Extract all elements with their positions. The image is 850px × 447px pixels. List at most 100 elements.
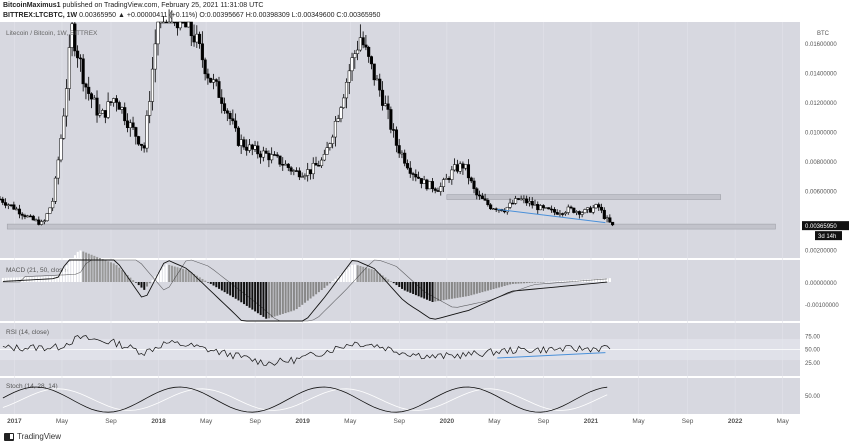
macd-bar	[553, 281, 556, 282]
candle-body	[0, 198, 2, 201]
candle-body	[286, 163, 290, 168]
candle-body	[295, 170, 299, 172]
macd-bar	[198, 277, 201, 282]
macd-bar	[450, 282, 453, 299]
macd-bar	[123, 272, 126, 282]
macd-bar	[298, 282, 301, 307]
candle-body	[569, 206, 573, 209]
candle-body	[101, 110, 105, 114]
macd-bar	[226, 282, 229, 294]
macd-bar	[403, 282, 406, 291]
candle-body	[522, 198, 526, 201]
macd-tick-label: -0.00100000	[805, 303, 839, 309]
x-tick-label: May	[632, 418, 645, 425]
countdown-tag	[815, 231, 842, 241]
macd-bar	[378, 273, 381, 282]
macd-bar	[107, 261, 110, 282]
macd-bar	[381, 275, 384, 282]
candle-body	[28, 215, 33, 218]
macd-bar	[417, 282, 420, 297]
candle-body	[117, 102, 121, 110]
candle-body	[15, 208, 19, 211]
candle-body	[380, 89, 385, 106]
macd-bar	[15, 277, 18, 282]
candle-body	[89, 93, 94, 100]
macd-bar	[82, 251, 85, 282]
x-tick-label: Sep	[682, 418, 694, 425]
macd-bar	[98, 258, 101, 282]
candle-body	[358, 37, 362, 51]
macd-bar	[215, 282, 218, 288]
candle-body	[372, 63, 376, 81]
candle-body	[198, 33, 202, 44]
candle-body	[87, 86, 91, 94]
candle-body	[3, 202, 8, 206]
x-tick-label: 2019	[295, 418, 310, 425]
candle-body	[103, 110, 107, 118]
macd-bar	[146, 282, 149, 287]
macd-bar	[71, 258, 74, 282]
macd-bar	[567, 280, 570, 282]
candle-body	[480, 195, 484, 199]
candle-body	[342, 97, 346, 108]
macd-bar	[292, 282, 295, 311]
macd-bar	[254, 282, 257, 312]
macd-bar	[10, 277, 13, 282]
rsi-line	[2, 335, 611, 366]
x-tick-label: May	[488, 418, 501, 425]
candle-body	[128, 122, 132, 129]
candle-body	[411, 173, 415, 175]
candle-body	[458, 163, 462, 172]
candle-body	[464, 164, 468, 169]
x-tick-label: Sep	[393, 418, 405, 425]
symbol-label: BITTREX:LTCBTC, 1W	[3, 12, 78, 19]
macd-bar	[340, 274, 343, 282]
candle-body	[48, 207, 52, 214]
macd-bar	[165, 264, 168, 282]
candle-body	[580, 212, 584, 215]
candle-body	[170, 21, 174, 24]
candle-body	[347, 70, 351, 83]
price-pane	[0, 22, 800, 258]
macd-bar	[439, 282, 442, 301]
macd-bar	[520, 282, 523, 284]
macd-pane	[0, 260, 800, 321]
candle-body	[214, 79, 218, 82]
candle-body	[353, 53, 357, 58]
macd-bar	[528, 282, 531, 283]
candle-body	[552, 209, 556, 213]
candle-body	[109, 101, 113, 103]
candle-body	[184, 21, 188, 28]
macd-bar	[259, 282, 262, 316]
macd-bar	[129, 277, 132, 282]
candle-body	[333, 121, 337, 138]
candle-body	[561, 213, 565, 215]
macd-bar	[370, 269, 373, 282]
candle-body	[173, 21, 177, 24]
x-tick-label: May	[344, 418, 357, 425]
macd-bar	[112, 263, 115, 282]
rsi-tick-label: 50.00	[805, 348, 821, 354]
macd-bar	[389, 281, 392, 282]
candle-body	[114, 98, 118, 103]
macd-bar	[317, 282, 320, 293]
candle-body	[566, 206, 570, 213]
x-tick-label: 2022	[728, 418, 743, 425]
candle-body	[261, 150, 265, 158]
macd-bar	[201, 278, 204, 282]
macd-bar	[475, 282, 478, 294]
candle-body	[120, 107, 124, 110]
macd-bar	[531, 282, 534, 283]
candle-body	[164, 21, 168, 24]
candle-body	[472, 180, 476, 189]
candle-body	[550, 208, 554, 211]
candle-body	[439, 186, 443, 192]
candle-body	[189, 21, 193, 37]
price-tick-label: 0.01400000	[805, 72, 837, 78]
macd-bar	[395, 282, 398, 286]
price-tick-label: 0.00800000	[805, 160, 837, 166]
candle-body	[53, 177, 57, 202]
candle-body	[414, 173, 418, 178]
candle-body	[228, 113, 232, 119]
